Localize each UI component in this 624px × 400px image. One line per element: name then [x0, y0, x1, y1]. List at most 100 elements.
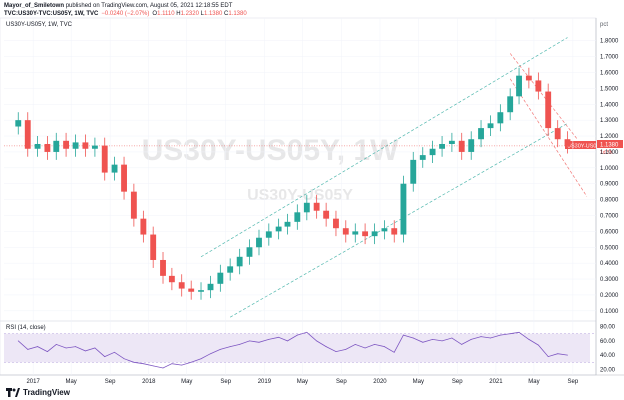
y-tick-label: 1.5000	[600, 86, 619, 92]
last-price-countdown: 1d 5h	[600, 150, 613, 156]
rsi-point	[335, 351, 337, 352]
candle-body	[130, 191, 137, 219]
candle-body	[284, 221, 291, 227]
candle-body	[333, 218, 339, 229]
ohlc-low-key: L	[200, 11, 204, 17]
candle-body	[554, 128, 561, 140]
ohlc-low-value: 1.1380	[203, 11, 223, 17]
candle-body	[294, 212, 301, 222]
y-tick-label: 0.3000	[600, 277, 619, 283]
candle-body	[72, 142, 79, 149]
rsi-point	[171, 363, 173, 365]
candle-body	[63, 140, 70, 149]
last-price-tag	[597, 140, 623, 148]
tradingview-logo[interactable]: TradingView	[6, 388, 70, 397]
rsi-point	[422, 341, 424, 343]
candle-body	[217, 272, 224, 284]
rsi-point	[123, 358, 125, 360]
trend-channel-line	[509, 78, 588, 197]
rsi-point	[114, 351, 115, 353]
rsi-point	[249, 340, 250, 342]
trend-channel-line	[509, 53, 578, 140]
tradingview-logo-icon	[6, 388, 20, 397]
rsi-point	[490, 337, 491, 339]
candle-body	[478, 128, 484, 140]
x-tick-label: May	[297, 379, 308, 385]
rsi-point	[306, 331, 308, 333]
rsi-line	[18, 331, 568, 369]
candle-body	[34, 143, 41, 149]
candle-body	[535, 80, 542, 92]
rsi-point	[55, 344, 57, 345]
y-tick-label: 1.0000	[600, 166, 619, 172]
y-tick-label: 0.8000	[600, 198, 619, 204]
rsi-point	[17, 340, 19, 342]
candle-body	[236, 256, 243, 267]
x-tick-label: May	[413, 379, 424, 385]
candle-body	[525, 75, 532, 81]
ohlc-open-value: 1.1110	[157, 11, 175, 17]
y-tick-label: 1.4000	[600, 102, 619, 108]
trend-channel-line	[200, 37, 568, 258]
candle-body	[53, 140, 60, 152]
price-tag-symbol	[565, 141, 596, 149]
x-tick-label: Sep	[568, 379, 579, 385]
rsi-point	[75, 346, 76, 347]
y-tick-label: 1.8000	[600, 39, 619, 45]
candle-body	[545, 91, 552, 129]
rsi-point	[509, 333, 511, 335]
chart-header: Mayor_of_Smiletown published on TradingV…	[4, 2, 247, 18]
rsi-point	[441, 340, 443, 342]
x-tick-label: May	[528, 379, 539, 385]
candle-body	[516, 75, 522, 97]
candle-body	[178, 282, 185, 289]
ohlc-high-key: H	[176, 11, 181, 17]
rsi-point	[403, 334, 404, 336]
candle-body	[303, 202, 310, 213]
rsi-point	[200, 358, 202, 360]
rsi-point	[296, 334, 298, 336]
author-name[interactable]: Mayor_of_Smiletown	[4, 3, 65, 9]
candle-body	[101, 145, 108, 173]
x-tick-label: May	[65, 379, 76, 385]
candle-body	[371, 231, 378, 237]
y-tick-label: 1.1000	[600, 150, 619, 156]
ohlc-close-value: 1.1380	[228, 11, 247, 17]
rsi-point	[567, 354, 568, 356]
y-tick-label: 1.2000	[600, 134, 619, 140]
candle-body	[82, 142, 89, 149]
y-tick-label: 0.9000	[600, 182, 619, 188]
rsi-point	[345, 349, 347, 350]
candle-body	[256, 237, 262, 248]
candle-body	[391, 228, 398, 235]
candle-body	[342, 228, 349, 235]
candle-body	[140, 218, 147, 235]
rsi-point	[181, 364, 183, 366]
candle-body	[458, 140, 465, 152]
rsi-point	[46, 351, 48, 352]
rsi-point	[470, 339, 472, 340]
rsi-point	[104, 356, 106, 357]
candle-body	[448, 140, 455, 144]
x-tick-label: Sep	[105, 379, 116, 385]
price-tag-symbol-text: US30Y-US05Y, 1W, TVC	[567, 144, 624, 150]
rsi-point	[210, 353, 211, 355]
x-tick-label: 2020	[373, 379, 387, 385]
candle-body	[91, 145, 98, 149]
rsi-point	[432, 339, 433, 340]
candle-body	[227, 266, 234, 273]
rsi-point	[461, 344, 463, 345]
candle-body	[150, 234, 157, 260]
candle-body	[487, 123, 494, 129]
rsi-point	[354, 344, 356, 345]
candle-body	[564, 139, 571, 146]
y-tick-label: 0.6000	[600, 229, 619, 235]
y-tick-label: 1.6000	[600, 70, 619, 76]
rsi-point	[239, 344, 241, 345]
rsi-tick-label: 20.00	[600, 367, 616, 373]
rsi-point	[528, 339, 530, 340]
rsi-point	[278, 336, 280, 338]
rsi-label: RSI (14, close)	[6, 325, 46, 331]
rsi-point	[287, 340, 288, 342]
